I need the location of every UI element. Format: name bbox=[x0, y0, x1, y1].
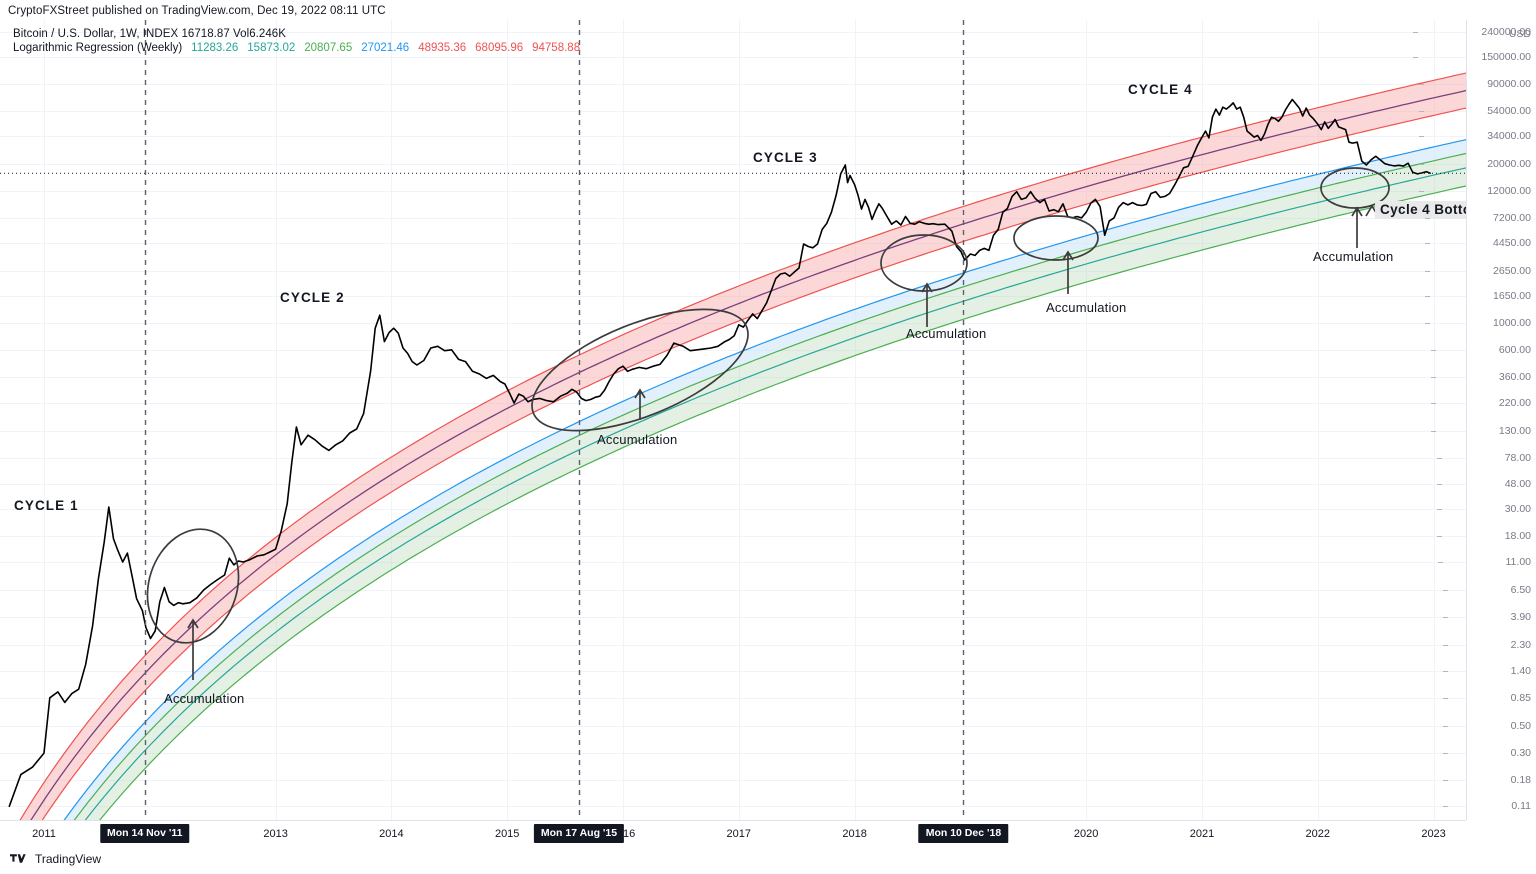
vertical-marker-lines bbox=[144, 20, 965, 820]
time-tick: 2021 bbox=[1189, 828, 1215, 840]
price-tick: 0.11 bbox=[1443, 800, 1531, 812]
chart-legend[interactable]: Bitcoin / U.S. Dollar, 1W, INDEX 16718.8… bbox=[13, 27, 580, 55]
price-tick: 0.18 bbox=[1442, 774, 1531, 786]
price-tick: 7200.00 bbox=[1425, 212, 1531, 224]
regression-line-4 bbox=[63, 139, 1466, 820]
price-tick: 0.85 bbox=[1442, 692, 1531, 704]
time-marker-badge: Mon 10 Dec '18 bbox=[918, 824, 1009, 843]
price-axis[interactable]: USD 240000.00 150000.00 90000.00 54000.00 34… bbox=[1413, 20, 1536, 820]
indicator-value-4: 27021.46 bbox=[361, 42, 410, 54]
symbol-title: Bitcoin / U.S. Dollar, 1W, INDEX 16718.8… bbox=[13, 28, 286, 40]
price-axis-unit: USD bbox=[1508, 28, 1531, 40]
tradingview-branding: TradingView bbox=[10, 852, 101, 866]
price-tick: 220.00 bbox=[1430, 397, 1531, 409]
time-tick: 2018 bbox=[842, 828, 867, 840]
price-tick: 0.30 bbox=[1442, 747, 1531, 759]
accumulation-ellipse bbox=[1013, 215, 1099, 261]
tradingview-logo-icon bbox=[10, 854, 26, 863]
price-tick: 30.00 bbox=[1436, 503, 1531, 515]
indicator-value-1: 11283.26 bbox=[191, 42, 239, 54]
accumulation-marks bbox=[146, 167, 1390, 680]
accumulation-ellipse bbox=[880, 234, 968, 292]
price-tick: 48.00 bbox=[1436, 478, 1531, 490]
regression-line-6 bbox=[84, 167, 1466, 820]
regression-line-7 bbox=[99, 185, 1466, 820]
time-tick: 2022 bbox=[1305, 828, 1331, 840]
price-tick: 11.00 bbox=[1437, 556, 1531, 568]
indicator-value-5: 48935.36 bbox=[418, 42, 467, 54]
price-line bbox=[8, 98, 1431, 808]
time-tick: 2015 bbox=[494, 828, 520, 840]
chart-canvas bbox=[0, 20, 1466, 820]
accumulation-arrow bbox=[1351, 206, 1363, 248]
price-tick: 150000.00 bbox=[1413, 51, 1531, 63]
accumulation-arrow bbox=[921, 282, 933, 327]
time-axis[interactable]: 2011201320142015201620172018202020212022… bbox=[0, 820, 1466, 849]
price-tick: 1000.00 bbox=[1425, 317, 1531, 329]
indicator-value-6: 68095.96 bbox=[475, 42, 524, 54]
price-tick: 90000.00 bbox=[1419, 78, 1531, 90]
price-tick: 2650.00 bbox=[1425, 265, 1531, 277]
regression-line-1 bbox=[19, 72, 1466, 820]
accumulation-ellipse bbox=[146, 528, 240, 644]
accumulation-arrow bbox=[187, 618, 199, 680]
attribution-text: CryptoFXStreet published on TradingView.… bbox=[8, 5, 386, 17]
regression-bands bbox=[19, 72, 1466, 820]
regression-line-2 bbox=[30, 89, 1466, 820]
price-tick: 1650.00 bbox=[1425, 290, 1531, 302]
price-tick: 18.00 bbox=[1436, 530, 1531, 542]
price-tick: 2.30 bbox=[1442, 639, 1531, 651]
accumulation-ellipse bbox=[531, 308, 749, 432]
price-tick: 0.50 bbox=[1442, 720, 1531, 732]
legend-symbol-row: Bitcoin / U.S. Dollar, 1W, INDEX 16718.8… bbox=[13, 27, 580, 41]
regression-band-fill bbox=[20, 73, 1466, 820]
tradingview-label: TradingView bbox=[35, 852, 102, 866]
time-tick: 2011 bbox=[32, 828, 56, 840]
price-tick: 4450.00 bbox=[1425, 237, 1531, 249]
price-tick: 1.40 bbox=[1442, 665, 1531, 677]
time-tick: 2013 bbox=[263, 828, 288, 840]
price-tick: 3.90 bbox=[1442, 611, 1531, 623]
price-tick: 600.00 bbox=[1430, 344, 1531, 356]
price-tick: 78.00 bbox=[1436, 452, 1531, 464]
indicator-value-2: 15873.02 bbox=[247, 42, 296, 54]
gridlines bbox=[0, 20, 1466, 820]
time-marker-badge: Mon 14 Nov '11 bbox=[100, 824, 190, 843]
time-marker-badge: Mon 17 Aug '15 bbox=[533, 824, 625, 843]
indicator-value-3: 20807.65 bbox=[304, 42, 353, 54]
regression-line-5 bbox=[73, 152, 1466, 820]
price-tick: 130.00 bbox=[1430, 425, 1531, 437]
price-tick: 54000.00 bbox=[1419, 105, 1531, 117]
time-tick: 2023 bbox=[1421, 828, 1446, 840]
time-tick: 2014 bbox=[379, 828, 404, 840]
regression-line-3 bbox=[41, 107, 1466, 820]
price-tick: 12000.00 bbox=[1419, 185, 1531, 197]
legend-indicator-row: Logarithmic Regression (Weekly) 11283.26 1… bbox=[13, 41, 580, 55]
accumulation-arrow bbox=[634, 388, 646, 420]
price-tick: 240000.00 bbox=[1413, 26, 1531, 38]
indicator-title: Logarithmic Regression (Weekly) bbox=[13, 42, 183, 54]
price-tick: 360.00 bbox=[1430, 371, 1531, 383]
indicator-values: 11283.26 15873.02 20807.65 27021.46 48935.36… bbox=[182, 42, 580, 54]
price-tick: 6.50 bbox=[1442, 584, 1531, 596]
indicator-value-7: 94758.88 bbox=[532, 42, 581, 54]
time-tick: 2020 bbox=[1073, 828, 1099, 840]
price-tick: 20000.00 bbox=[1419, 158, 1531, 170]
time-tick: 2017 bbox=[726, 828, 752, 840]
accumulation-arrow bbox=[1062, 250, 1074, 294]
accumulation-ellipse bbox=[1320, 167, 1390, 209]
price-tick: 34000.00 bbox=[1419, 130, 1531, 142]
chart-plot-area[interactable]: CYCLE 1 CYCLE 2 CYCLE 3 CYCLE 4 Accumula… bbox=[0, 20, 1466, 820]
